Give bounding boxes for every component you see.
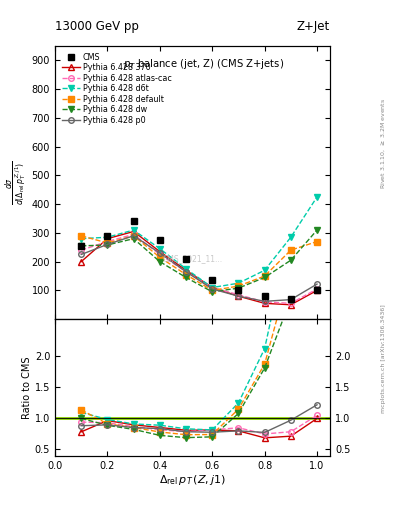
- CMS: [262, 293, 267, 299]
- Pythia 6.428 atlas-cac: [158, 251, 162, 258]
- Pythia 6.428 p0: [315, 281, 320, 287]
- Pythia 6.428 d6t: [158, 246, 162, 252]
- Pythia 6.428 370: [105, 236, 110, 242]
- Pythia 6.428 dw: [236, 285, 241, 291]
- Pythia 6.428 370: [236, 293, 241, 299]
- Pythia 6.428 370: [79, 259, 84, 265]
- Pythia 6.428 atlas-cac: [184, 269, 188, 275]
- Pythia 6.428 atlas-cac: [210, 285, 215, 291]
- Pythia 6.428 p0: [131, 233, 136, 239]
- Pythia 6.428 d6t: [315, 194, 320, 200]
- CMS: [79, 243, 84, 249]
- Pythia 6.428 default: [79, 233, 84, 239]
- Text: Z+Jet: Z+Jet: [297, 20, 330, 33]
- Pythia 6.428 dw: [105, 242, 110, 248]
- Line: CMS: CMS: [78, 218, 321, 303]
- Pythia 6.428 default: [184, 271, 188, 278]
- Text: 13000 GeV pp: 13000 GeV pp: [55, 20, 139, 33]
- Text: Rivet 3.1.10, $\geq$ 3.2M events: Rivet 3.1.10, $\geq$ 3.2M events: [379, 98, 387, 189]
- Pythia 6.428 370: [262, 300, 267, 306]
- CMS: [288, 296, 293, 302]
- Text: $p_T$ balance (jet, Z) (CMS Z+jets): $p_T$ balance (jet, Z) (CMS Z+jets): [123, 57, 284, 71]
- Pythia 6.428 d6t: [210, 285, 215, 291]
- Pythia 6.428 d6t: [288, 234, 293, 240]
- Pythia 6.428 dw: [158, 259, 162, 265]
- Pythia 6.428 370: [315, 287, 320, 293]
- CMS: [131, 218, 136, 224]
- CMS: [158, 237, 162, 243]
- Line: Pythia 6.428 d6t: Pythia 6.428 d6t: [79, 194, 320, 290]
- Text: CMS_2021_11...: CMS_2021_11...: [163, 254, 222, 264]
- Pythia 6.428 p0: [262, 298, 267, 305]
- CMS: [315, 287, 320, 293]
- Pythia 6.428 d6t: [105, 234, 110, 240]
- Line: Pythia 6.428 default: Pythia 6.428 default: [79, 233, 320, 293]
- Pythia 6.428 default: [158, 254, 162, 261]
- Pythia 6.428 p0: [288, 296, 293, 303]
- Pythia 6.428 370: [131, 228, 136, 234]
- CMS: [184, 255, 188, 262]
- Pythia 6.428 atlas-cac: [131, 231, 136, 238]
- Pythia 6.428 atlas-cac: [288, 300, 293, 306]
- CMS: [210, 278, 215, 284]
- CMS: [236, 287, 241, 293]
- Pythia 6.428 atlas-cac: [262, 299, 267, 305]
- Pythia 6.428 default: [315, 239, 320, 245]
- Line: Pythia 6.428 p0: Pythia 6.428 p0: [79, 233, 320, 304]
- Pythia 6.428 default: [210, 287, 215, 293]
- Pythia 6.428 d6t: [184, 266, 188, 272]
- Pythia 6.428 p0: [236, 293, 241, 299]
- Pythia 6.428 370: [158, 248, 162, 254]
- Pythia 6.428 atlas-cac: [236, 292, 241, 298]
- Pythia 6.428 d6t: [131, 227, 136, 233]
- Pythia 6.428 default: [262, 273, 267, 279]
- Pythia 6.428 p0: [210, 286, 215, 292]
- CMS: [105, 233, 110, 239]
- Legend: CMS, Pythia 6.428 370, Pythia 6.428 atlas-cac, Pythia 6.428 d6t, Pythia 6.428 de: CMS, Pythia 6.428 370, Pythia 6.428 atla…: [62, 53, 172, 124]
- Pythia 6.428 370: [210, 285, 215, 291]
- Y-axis label: $\frac{d\sigma}{d(\Delta_{\rm rel}\,p_T^{Z,j1})}$: $\frac{d\sigma}{d(\Delta_{\rm rel}\,p_T^…: [3, 161, 29, 205]
- Pythia 6.428 d6t: [262, 267, 267, 273]
- Text: mcplots.cern.ch [arXiv:1306.3436]: mcplots.cern.ch [arXiv:1306.3436]: [381, 304, 386, 413]
- Pythia 6.428 dw: [184, 274, 188, 281]
- Pythia 6.428 default: [236, 283, 241, 289]
- Line: Pythia 6.428 dw: Pythia 6.428 dw: [79, 227, 320, 294]
- Pythia 6.428 default: [105, 240, 110, 246]
- Pythia 6.428 p0: [105, 241, 110, 247]
- Y-axis label: Ratio to CMS: Ratio to CMS: [22, 356, 32, 419]
- Line: Pythia 6.428 370: Pythia 6.428 370: [79, 229, 320, 308]
- Pythia 6.428 p0: [158, 250, 162, 256]
- Pythia 6.428 default: [288, 247, 293, 253]
- Pythia 6.428 atlas-cac: [105, 239, 110, 245]
- Pythia 6.428 370: [184, 267, 188, 273]
- Pythia 6.428 d6t: [236, 280, 241, 286]
- Pythia 6.428 dw: [79, 243, 84, 249]
- X-axis label: $\Delta_{\rm rel}\,p_T\,(Z,j1)$: $\Delta_{\rm rel}\,p_T\,(Z,j1)$: [159, 473, 226, 487]
- Pythia 6.428 dw: [288, 257, 293, 263]
- Line: Pythia 6.428 atlas-cac: Pythia 6.428 atlas-cac: [79, 231, 320, 306]
- Pythia 6.428 dw: [315, 227, 320, 233]
- Pythia 6.428 d6t: [79, 236, 84, 242]
- Pythia 6.428 default: [131, 233, 136, 239]
- Pythia 6.428 370: [288, 302, 293, 308]
- Pythia 6.428 p0: [79, 251, 84, 258]
- Pythia 6.428 p0: [184, 269, 188, 275]
- Pythia 6.428 dw: [131, 236, 136, 242]
- Pythia 6.428 atlas-cac: [79, 247, 84, 253]
- Pythia 6.428 atlas-cac: [315, 286, 320, 292]
- Pythia 6.428 dw: [210, 289, 215, 295]
- Pythia 6.428 dw: [262, 274, 267, 281]
